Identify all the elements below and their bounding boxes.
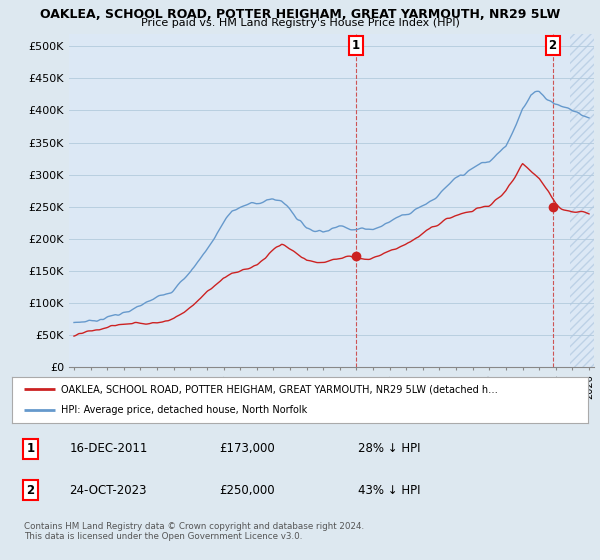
Text: OAKLEA, SCHOOL ROAD, POTTER HEIGHAM, GREAT YARMOUTH, NR29 5LW: OAKLEA, SCHOOL ROAD, POTTER HEIGHAM, GRE… bbox=[40, 8, 560, 21]
Text: 28% ↓ HPI: 28% ↓ HPI bbox=[358, 442, 420, 455]
Text: HPI: Average price, detached house, North Norfolk: HPI: Average price, detached house, Nort… bbox=[61, 405, 307, 416]
Text: Price paid vs. HM Land Registry's House Price Index (HPI): Price paid vs. HM Land Registry's House … bbox=[140, 18, 460, 28]
Text: 1: 1 bbox=[352, 39, 360, 52]
Text: OAKLEA, SCHOOL ROAD, POTTER HEIGHAM, GREAT YARMOUTH, NR29 5LW (detached h…: OAKLEA, SCHOOL ROAD, POTTER HEIGHAM, GRE… bbox=[61, 384, 498, 394]
Bar bbox=[569, 34, 600, 367]
Text: 24-OCT-2023: 24-OCT-2023 bbox=[70, 484, 147, 497]
Text: Contains HM Land Registry data © Crown copyright and database right 2024.
This d: Contains HM Land Registry data © Crown c… bbox=[24, 522, 364, 542]
Text: 2: 2 bbox=[26, 484, 34, 497]
Text: 43% ↓ HPI: 43% ↓ HPI bbox=[358, 484, 420, 497]
Text: 2: 2 bbox=[548, 39, 557, 52]
Text: £250,000: £250,000 bbox=[220, 484, 275, 497]
Text: 1: 1 bbox=[26, 442, 34, 455]
Text: 16-DEC-2011: 16-DEC-2011 bbox=[70, 442, 148, 455]
Text: £173,000: £173,000 bbox=[220, 442, 275, 455]
Bar bbox=[569, 34, 600, 367]
